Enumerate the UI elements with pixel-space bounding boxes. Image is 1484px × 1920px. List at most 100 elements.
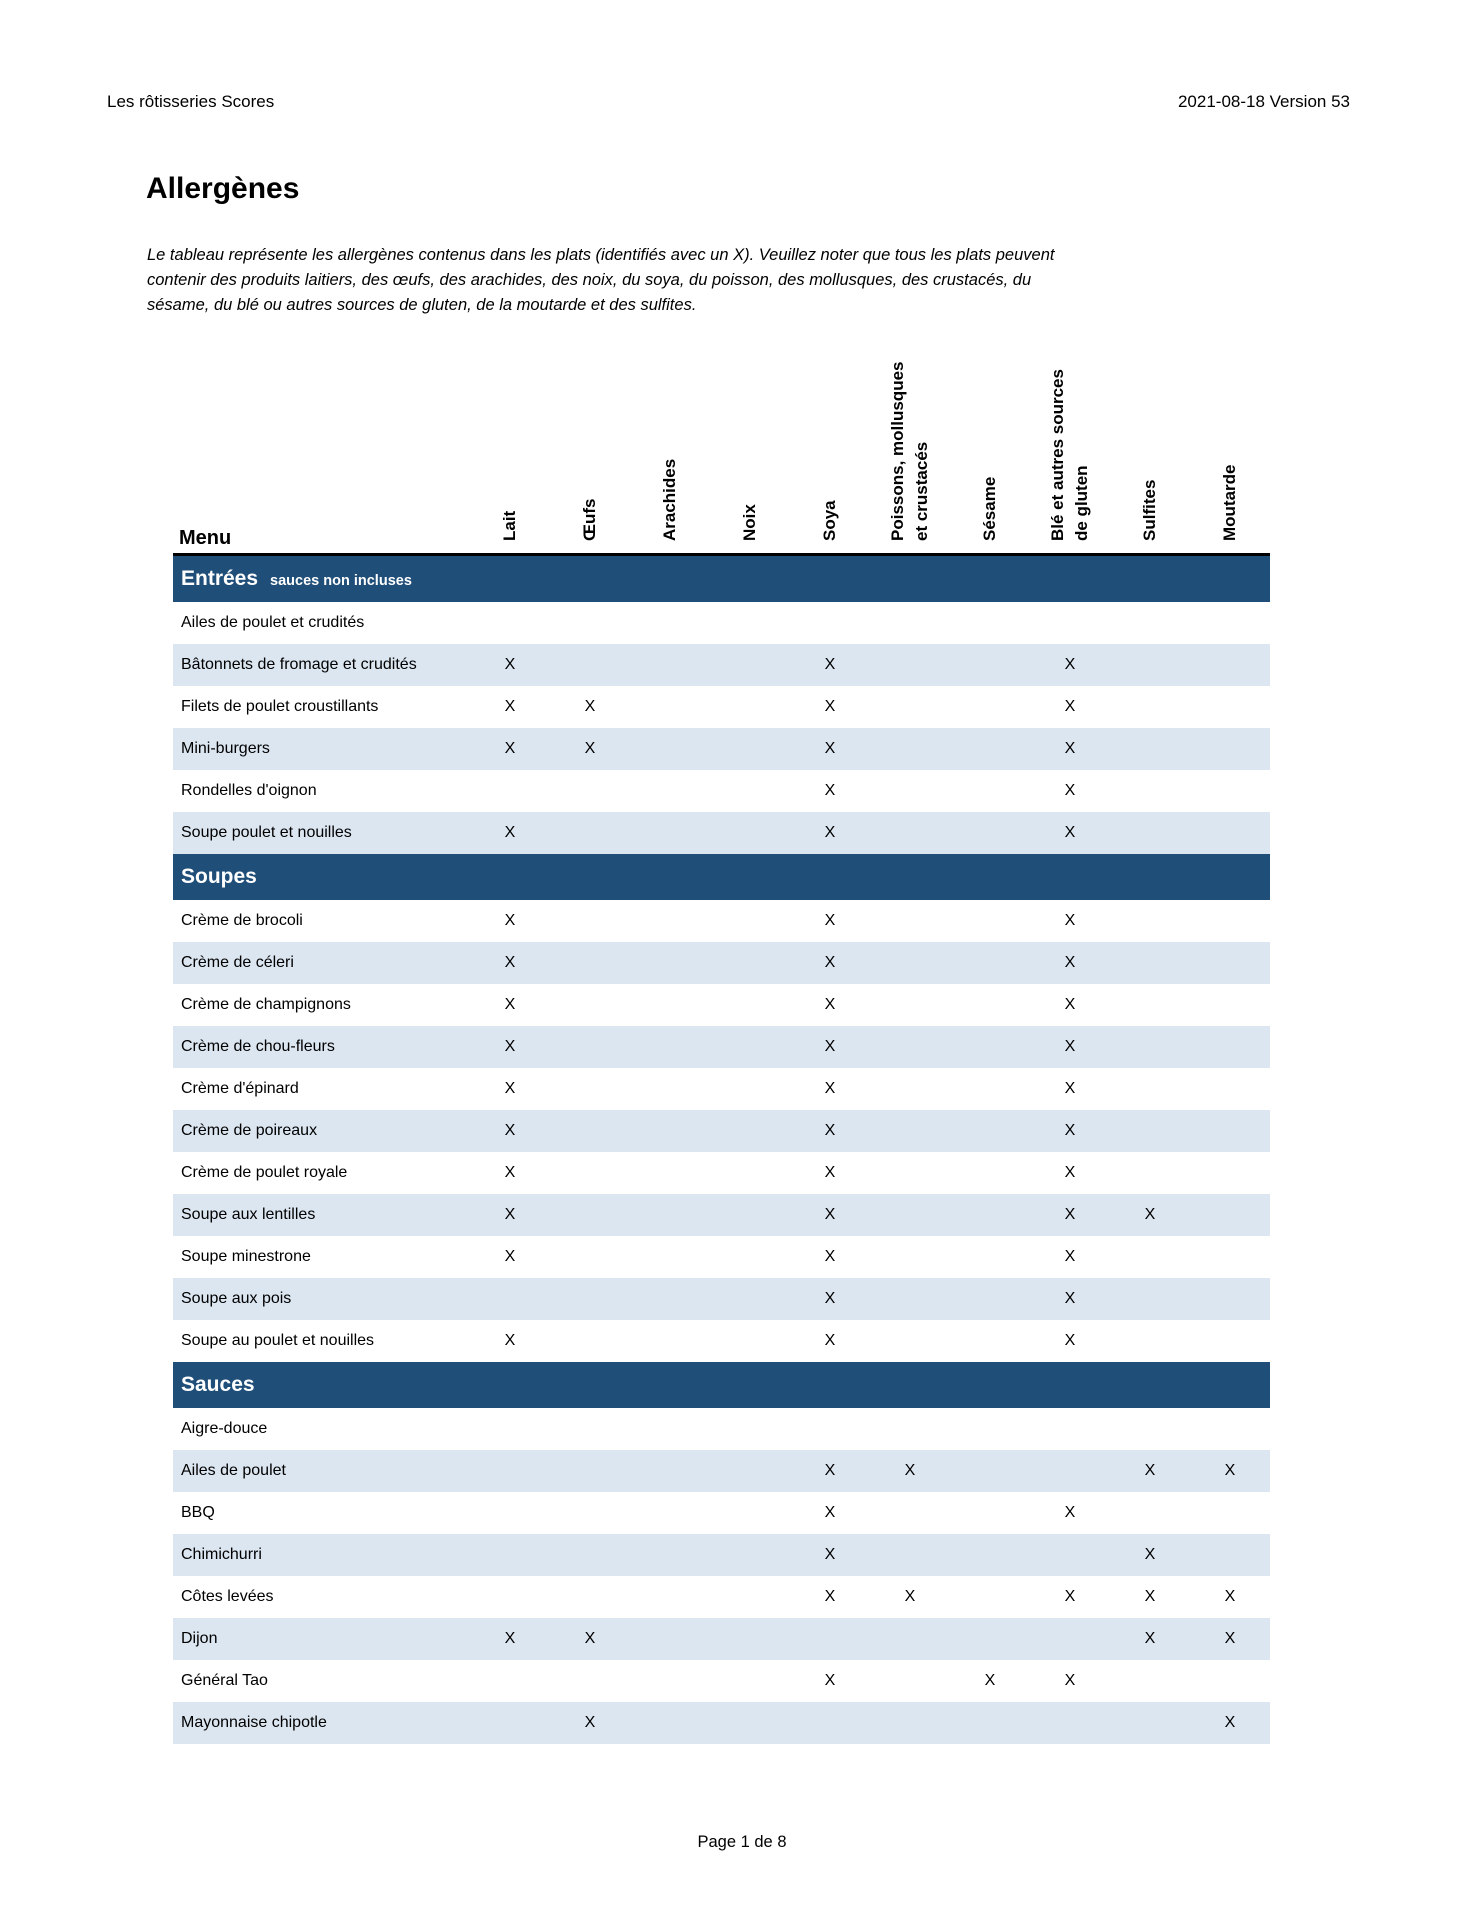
allergen-cell: X: [790, 1588, 870, 1606]
x-mark: X: [824, 740, 836, 757]
row-label: Chimichurri: [181, 1546, 262, 1563]
allergen-cell: X: [1030, 1164, 1110, 1182]
x-mark: X: [1064, 698, 1076, 715]
x-mark: X: [1144, 1630, 1156, 1647]
allergen-cell: X: [950, 1672, 1030, 1690]
x-mark: X: [504, 1332, 516, 1349]
x-mark: X: [1064, 824, 1076, 841]
table-row-soupe-minestrone: Soupe minestrone X X X: [173, 1236, 1270, 1278]
allergen-cell: X: [1030, 1504, 1110, 1522]
allergen-cell: X: [790, 1546, 870, 1564]
allergen-cell: X: [470, 1080, 550, 1098]
allergen-cell: X: [1030, 1080, 1110, 1098]
row-label: Mini-burgers: [181, 740, 270, 757]
allergen-cell: X: [470, 954, 550, 972]
section-title: Sauces: [181, 1373, 255, 1396]
allergen-cell: X: [550, 1630, 630, 1648]
section-header-inner: Entrées sauces non incluses: [181, 567, 412, 591]
x-mark: X: [824, 1248, 836, 1265]
allergen-cell: X: [1030, 1038, 1110, 1056]
column-header-noix: Noix: [710, 288, 790, 553]
column-header-line: Moutarde: [1220, 464, 1239, 542]
allergen-cell: X: [1110, 1588, 1190, 1606]
column-header-sesame: Sésame: [950, 288, 1030, 553]
table-row-aigre-douce: Aigre-douce: [173, 1408, 1270, 1450]
x-mark: X: [824, 698, 836, 715]
column-header-line: Poissons, mollusques: [888, 361, 907, 542]
allergen-cell: X: [1030, 824, 1110, 842]
x-mark: X: [824, 782, 836, 799]
column-header-line: Noix: [740, 504, 759, 541]
row-label: Crème de champignons: [181, 996, 351, 1013]
column-header-label: Noix: [710, 288, 790, 547]
table-row-creme-de-champignons: Crème de champignons X X X: [173, 984, 1270, 1026]
x-mark: X: [1064, 1504, 1076, 1521]
table-row-creme-de-chou-fleurs: Crème de chou-fleurs X X X: [173, 1026, 1270, 1068]
allergen-cell: X: [790, 1038, 870, 1056]
section-title: Soupes: [181, 865, 257, 888]
x-mark: X: [504, 740, 516, 757]
allergen-cell: X: [470, 996, 550, 1014]
allergen-cell: X: [790, 698, 870, 716]
x-mark: X: [824, 1206, 836, 1223]
table-header-row: Menu Lait Œufs Arachides Noix Soya Poissons, …: [173, 288, 1270, 556]
x-mark: X: [1144, 1206, 1156, 1223]
allergen-cell: X: [550, 1714, 630, 1732]
x-mark: X: [504, 1038, 516, 1055]
column-header-soya: Soya: [790, 288, 870, 553]
x-mark: X: [824, 1588, 836, 1605]
column-header-line: Sésame: [980, 476, 999, 541]
x-mark: X: [504, 1122, 516, 1139]
allergen-cell: X: [790, 996, 870, 1014]
section-header-entrees: Entrées sauces non incluses: [173, 556, 1270, 602]
x-mark: X: [1064, 1080, 1076, 1097]
section-subtitle: sauces non incluses: [270, 573, 412, 589]
row-label: Crème d'épinard: [181, 1080, 299, 1097]
allergen-cell: X: [1030, 996, 1110, 1014]
allergen-cell: X: [790, 1122, 870, 1140]
allergen-cell: X: [790, 1462, 870, 1480]
allergen-cell: X: [1110, 1630, 1190, 1648]
x-mark: X: [824, 912, 836, 929]
allergen-cell: X: [870, 1588, 950, 1606]
section-header-soupes: Soupes: [173, 854, 1270, 900]
allergen-cell: X: [470, 740, 550, 758]
table-row-ailes-de-poulet: Ailes de poulet X X X X: [173, 1450, 1270, 1492]
column-header-line: Lait: [500, 510, 519, 541]
x-mark: X: [1064, 1248, 1076, 1265]
x-mark: X: [824, 1164, 836, 1181]
allergen-cell: X: [470, 1248, 550, 1266]
allergen-cell: X: [1110, 1462, 1190, 1480]
table-row-creme-d-epinard: Crème d'épinard X X X: [173, 1068, 1270, 1110]
allergen-cell: X: [550, 740, 630, 758]
table-row-dijon: Dijon X X X X: [173, 1618, 1270, 1660]
x-mark: X: [1064, 1290, 1076, 1307]
table-row-soupe-poulet-et-nouilles: Soupe poulet et nouilles X X X: [173, 812, 1270, 854]
document-header: Les rôtisseries Scores 2021-08-18 Versio…: [107, 92, 1350, 112]
allergen-cell: X: [470, 1122, 550, 1140]
x-mark: X: [504, 1080, 516, 1097]
x-mark: X: [1064, 1332, 1076, 1349]
allergen-cell: X: [1030, 954, 1110, 972]
table-body: Entrées sauces non incluses Ailes de poule…: [173, 556, 1270, 1744]
allergen-cell: X: [790, 1080, 870, 1098]
column-header-label: Sulfites: [1110, 288, 1190, 547]
column-header-line: de gluten: [1072, 465, 1091, 541]
row-label: BBQ: [181, 1504, 215, 1521]
allergen-cell: X: [790, 1164, 870, 1182]
section-header-sauces: Sauces: [173, 1362, 1270, 1408]
allergen-cell: X: [790, 912, 870, 930]
x-mark: X: [824, 1122, 836, 1139]
column-header-label: Arachides: [630, 288, 710, 547]
document-header-left: Les rôtisseries Scores: [107, 92, 275, 111]
x-mark: X: [504, 1206, 516, 1223]
x-mark: X: [824, 824, 836, 841]
table-row-soupe-au-poulet-et-nouilles: Soupe au poulet et nouilles X X X: [173, 1320, 1270, 1362]
column-header-line: Blé et autres sources: [1048, 369, 1067, 541]
section-header-inner: Sauces: [181, 1373, 255, 1397]
x-mark: X: [824, 1290, 836, 1307]
row-label: Crème de poireaux: [181, 1122, 318, 1139]
x-mark: X: [1064, 996, 1076, 1013]
row-label: Soupe aux lentilles: [181, 1206, 316, 1223]
